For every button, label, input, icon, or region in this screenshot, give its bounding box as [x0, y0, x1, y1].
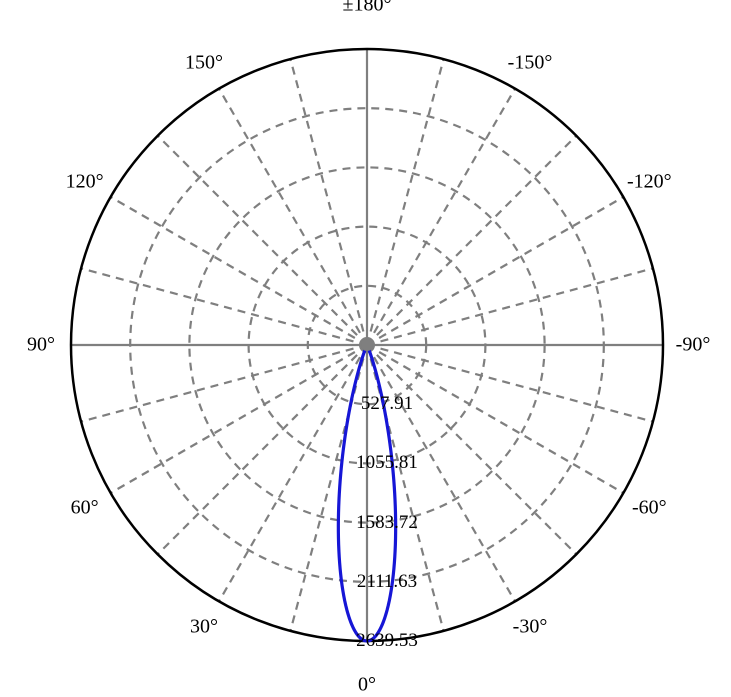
angle-tick-label: 0° [358, 674, 376, 697]
angle-tick-label: ±180° [343, 0, 392, 17]
angle-tick-label: 30° [190, 616, 218, 639]
angle-tick-label: -90° [676, 334, 711, 357]
radial-tick-label: 2639.53 [356, 630, 418, 652]
radial-tick-label: 1583.72 [356, 512, 418, 534]
angle-tick-label: -150° [508, 51, 553, 74]
angle-tick-label: 120° [66, 171, 104, 194]
angle-tick-label: -120° [627, 171, 672, 194]
angle-tick-label: -60° [632, 497, 667, 520]
angle-tick-label: -30° [513, 616, 548, 639]
angle-tick-label: 150° [185, 51, 223, 74]
radial-tick-label: 527.91 [361, 393, 413, 415]
angle-tick-label: 90° [27, 334, 55, 357]
radial-tick-label: 2111.63 [357, 571, 417, 593]
polar-chart: 527.911055.811583.722111.632639.530°30°6… [0, 0, 731, 692]
radial-tick-label: 1055.81 [356, 452, 418, 474]
angle-tick-label: 60° [71, 497, 99, 520]
